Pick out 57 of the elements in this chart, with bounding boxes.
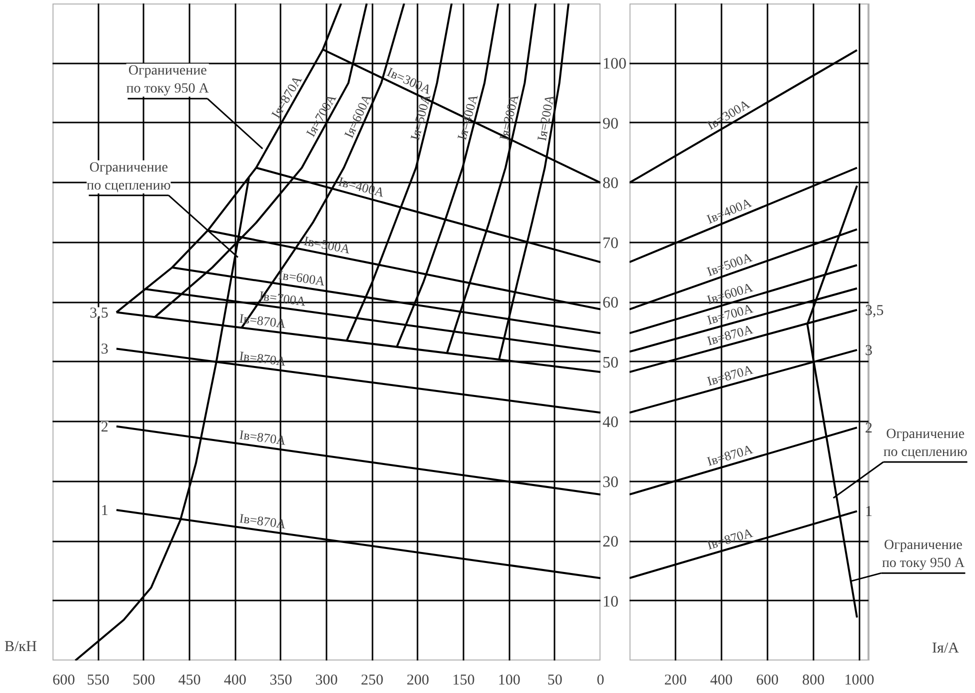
y-tick-label: 40	[602, 414, 618, 432]
y-tick-label: 80	[602, 175, 618, 192]
annotation: 1	[865, 504, 873, 520]
text: Iв=870A	[705, 524, 755, 553]
annotation: Ограничение по сцеплению	[86, 160, 171, 194]
y-tick-label: 50	[602, 354, 618, 372]
annotation: 2	[865, 420, 873, 437]
x-tick-label: 600	[756, 672, 779, 688]
y-tick-label: 100	[602, 56, 626, 73]
text: Iв=870A	[238, 510, 288, 532]
text: Iв=870A	[705, 362, 755, 389]
text: Iя=300A	[496, 92, 522, 142]
annotation: 3,5	[865, 302, 884, 319]
text: Iв=600A	[278, 266, 327, 289]
annotation: 1	[100, 502, 108, 519]
x-tick-label: 50	[547, 672, 562, 688]
text: Iв=700A	[258, 288, 308, 309]
x-tick-label: 100	[498, 672, 520, 688]
text: Iв=870A	[238, 310, 288, 331]
text: Iв=400A	[336, 174, 386, 200]
x-tick-label: 300	[315, 672, 338, 688]
annotation: Ограничение по току 950 А	[126, 64, 210, 97]
x-tick-label: 400	[710, 672, 733, 688]
x-tick-label: 200	[664, 672, 687, 688]
x-tick-label: 150	[452, 672, 475, 688]
x-tick-label: 800	[802, 672, 825, 688]
x-tick-label: 400	[224, 672, 246, 688]
x-tick-label: 500	[132, 672, 156, 688]
text: Iв=500A	[704, 249, 754, 280]
annotation: 2	[100, 419, 108, 436]
x-axis-title: Iя/A	[932, 640, 960, 656]
text: Iв=870A	[705, 441, 755, 469]
x-tick-label: 350	[270, 672, 292, 688]
text: Iв=870A	[238, 426, 288, 448]
annotation: Ограничение по току 950 А	[882, 538, 966, 572]
y-tick-label: 30	[602, 474, 618, 491]
annotation: 3	[100, 342, 108, 358]
x-tick-label: 200	[406, 672, 430, 688]
x-axis-title: В/кН	[4, 639, 37, 656]
y-tick-label: 10	[602, 593, 618, 610]
x-tick-label: 0	[596, 672, 604, 688]
annotation: 3	[865, 342, 873, 359]
x-tick-label: 550	[86, 672, 110, 688]
text: Iя=200A	[534, 92, 558, 142]
text: Iя=400A	[454, 92, 481, 142]
x-tick-label: 250	[360, 672, 384, 688]
y-tick-label: 70	[602, 234, 618, 252]
text: Iв=870A	[238, 348, 288, 369]
x-tick-label: 450	[178, 672, 201, 688]
x-tick-label: 600	[52, 672, 75, 688]
annotation: Ограничение по сцеплению	[883, 427, 968, 460]
y-tick-label: 60	[602, 294, 618, 312]
text: Iв=500A	[302, 233, 352, 257]
x-tick-label: 1000	[844, 672, 874, 688]
y-tick-label: 20	[602, 534, 618, 551]
y-tick-label: 90	[602, 115, 618, 132]
annotation: 3,5	[90, 305, 108, 322]
